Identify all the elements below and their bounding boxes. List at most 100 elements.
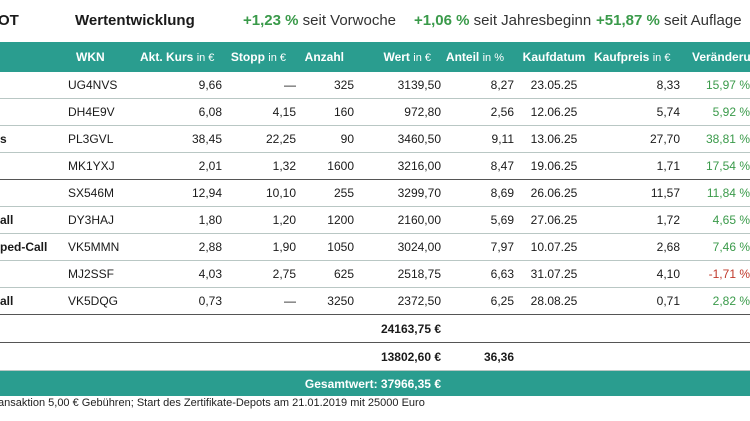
table-row: UG4NVS 9,66—325 3139,50 8,27 23.05.25 8,33 15,… <box>0 72 750 99</box>
col-anteil: Anteil in % <box>441 42 514 72</box>
row-change: 11,84 % <box>680 179 750 207</box>
col-anteil-label: Anteil <box>445 50 480 64</box>
row-wert: 3460,50 <box>354 125 441 153</box>
table-header-row: WKN Akt. Kurs in € Stopp in € Anzahl Wer… <box>0 42 750 72</box>
row-anteil: 5,69 <box>441 206 514 234</box>
row-kaufdatum: 13.06.25 <box>514 125 594 153</box>
row-wkn: VK5MMN <box>68 233 140 261</box>
cash-value: 13802,60 € <box>354 342 441 371</box>
row-wert: 2372,50 <box>354 287 441 315</box>
row-anteil: 6,25 <box>441 287 514 315</box>
ytd-performance: +1,06 % seit Jahresbeginn <box>414 0 591 42</box>
table-row: all VK5DQG 0,73—3250 2372,50 6,25 28.08.25 0,7… <box>0 287 750 315</box>
row-name: all <box>0 287 68 315</box>
performance-title: Wertentwicklung <box>75 12 195 29</box>
row-anzahl: 325 <box>296 72 354 99</box>
col-kaufpreis: Kaufpreis in € <box>594 42 680 72</box>
row-name <box>0 260 68 288</box>
total-spacer <box>441 370 750 396</box>
row-wert: 2160,00 <box>354 206 441 234</box>
row-change: 7,46 % <box>680 233 750 261</box>
row-name <box>0 179 68 207</box>
sum-spacer <box>0 314 354 343</box>
col-wkn: WKN <box>68 42 140 72</box>
inception-performance: +51,87 % seit Auflage <box>596 0 742 42</box>
depot-title-fragment: OT <box>0 12 19 29</box>
col-wert-label: Wert <box>383 50 410 64</box>
row-kurs: 38,45 <box>140 125 222 153</box>
row-kurs: 4,03 <box>140 260 222 288</box>
col-kaufpreis-unit: in € <box>652 52 671 64</box>
row-kaufpreis: 5,74 <box>594 98 680 126</box>
total-value: Gesamtwert: 37966,35 € <box>0 370 441 396</box>
row-stopp: 22,25 <box>222 125 296 153</box>
row-name <box>0 72 68 99</box>
row-kaufdatum: 27.06.25 <box>514 206 594 234</box>
table-row: ped-Call VK5MMN 2,88 1,90 1050 3024,00 7,97 10.… <box>0 233 750 261</box>
row-kurs: 12,94 <box>140 179 222 207</box>
row-anteil: 9,11 <box>441 125 514 153</box>
col-kaufdatum: Kaufdatum <box>514 42 594 72</box>
row-name: all <box>0 206 68 234</box>
row-anzahl: 1050 <box>296 233 354 261</box>
row-kaufdatum: 12.06.25 <box>514 98 594 126</box>
ytd-value: +1,06 % <box>414 12 470 29</box>
col-wert-unit: in € <box>413 52 431 64</box>
row-kaufdatum: 26.06.25 <box>514 179 594 207</box>
col-wert: Wert in € <box>354 42 441 72</box>
col-kurs: Akt. Kurs in € <box>140 42 222 72</box>
table-row: all DY3HAJ 1,80 1,20 1200 2160,00 5,69 27.06.25… <box>0 206 750 234</box>
row-kurs: 1,80 <box>140 206 222 234</box>
row-anzahl: 255 <box>296 179 354 207</box>
col-stopp-unit: in € <box>268 52 286 64</box>
row-wert: 3139,50 <box>354 72 441 99</box>
cash-spacer-right <box>514 342 750 371</box>
row-change: 38,81 % <box>680 125 750 153</box>
week-label: seit Vorwoche <box>302 12 397 29</box>
row-stopp: 1,90 <box>222 233 296 261</box>
row-wkn: DY3HAJ <box>68 206 140 234</box>
row-kaufpreis: 2,68 <box>594 233 680 261</box>
row-kaufdatum: 19.06.25 <box>514 152 594 180</box>
row-kurs: 0,73 <box>140 287 222 315</box>
row-kaufdatum: 10.07.25 <box>514 233 594 261</box>
col-anzahl: Anzahl <box>296 42 354 72</box>
col-stopp: Stopp in € <box>222 42 296 72</box>
table-row: MJ2SSF 4,03 2,75 625 2518,75 6,63 31.07.25 4,10… <box>0 260 750 288</box>
row-name <box>0 98 68 126</box>
row-kaufdatum: 31.07.25 <box>514 260 594 288</box>
table-row: SX546M 12,94 10,10 255 3299,70 8,69 26.06.25 11… <box>0 179 750 207</box>
row-kaufpreis: 11,57 <box>594 179 680 207</box>
row-anteil: 8,27 <box>441 72 514 99</box>
table-row: DH4E9V 6,08 4,15 160 972,80 2,56 12.06.25 5,74 5… <box>0 98 750 126</box>
row-anzahl: 1200 <box>296 206 354 234</box>
row-wkn: SX546M <box>68 179 140 207</box>
row-name: s <box>0 125 68 153</box>
row-anteil: 6,63 <box>441 260 514 288</box>
row-name <box>0 152 68 180</box>
row-wkn: MK1YXJ <box>68 152 140 180</box>
row-wkn: UG4NVS <box>68 72 140 99</box>
row-stopp: 1,32 <box>222 152 296 180</box>
col-kurs-unit: in € <box>196 52 215 64</box>
cash-share: 36,36 <box>441 342 514 371</box>
row-stopp: — <box>222 287 296 315</box>
week-performance: +1,23 % seit Vorwoche <box>243 0 396 42</box>
row-wkn: PL3GVL <box>68 125 140 153</box>
row-anzahl: 90 <box>296 125 354 153</box>
row-wert: 2518,75 <box>354 260 441 288</box>
table-row: MK1YXJ 2,01 1,32 1600 3216,00 8,47 19.06.25 1,7… <box>0 152 750 180</box>
depot-value: 24163,75 € <box>354 314 441 343</box>
row-wkn: DH4E9V <box>68 98 140 126</box>
row-change: 15,97 % <box>680 72 750 99</box>
col-veraenderung: Veränderung <box>680 42 750 72</box>
row-change: -1,71 % <box>680 260 750 288</box>
total-row: Gesamtwert: 37966,35 € <box>0 370 750 396</box>
row-kaufpreis: 1,71 <box>594 152 680 180</box>
row-kaufpreis: 0,71 <box>594 287 680 315</box>
row-anzahl: 3250 <box>296 287 354 315</box>
sum-spacer-right <box>441 314 750 343</box>
col-kaufpreis-label: Kaufpreis <box>594 50 650 64</box>
col-stopp-label: Stopp <box>230 50 265 64</box>
row-kurs: 2,88 <box>140 233 222 261</box>
